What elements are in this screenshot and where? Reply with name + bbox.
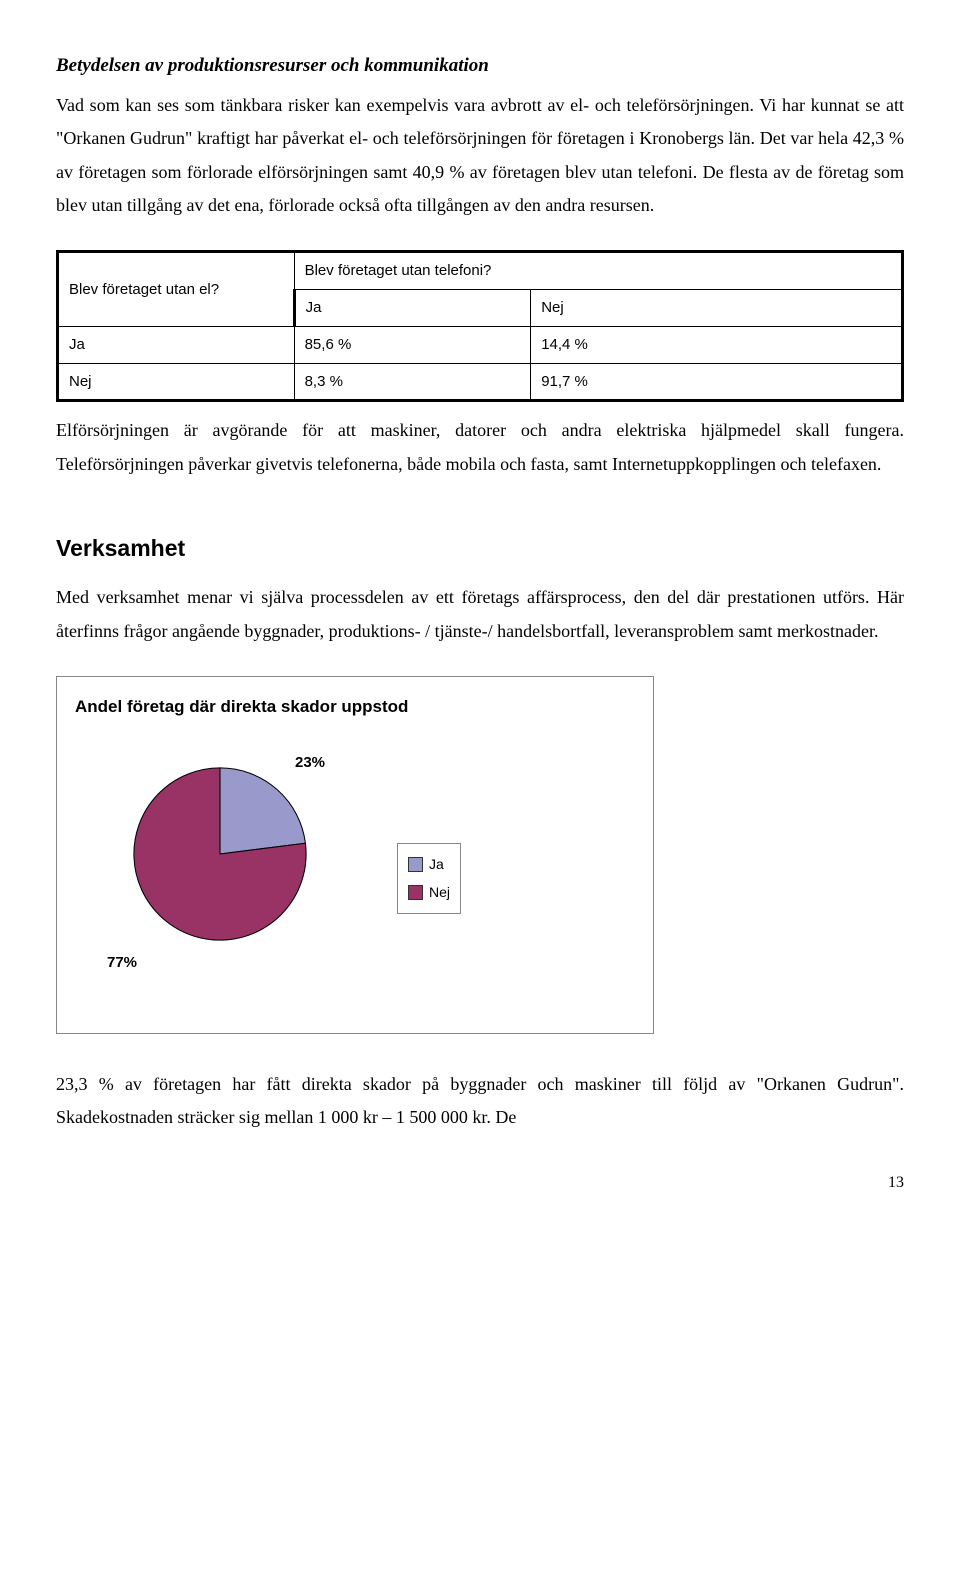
- page-number: 13: [56, 1168, 904, 1198]
- pie-svg: [115, 749, 325, 959]
- legend-label: Nej: [429, 880, 450, 906]
- paragraph-damage-cost: 23,3 % av företagen har fått direkta ska…: [56, 1068, 904, 1135]
- table-cell: 8,3 %: [294, 363, 531, 401]
- legend-label: Ja: [429, 852, 444, 878]
- table-cell: 91,7 %: [531, 363, 903, 401]
- chart-legend: Ja Nej: [397, 843, 461, 915]
- chart-title: Andel företag där direkta skador uppstod: [75, 691, 635, 722]
- paragraph-verksamhet: Med verksamhet menar vi själva processde…: [56, 581, 904, 648]
- legend-swatch-icon: [408, 857, 423, 872]
- cross-table-el-telefoni: Blev företaget utan el? Blev företaget u…: [56, 250, 904, 402]
- table-cell: 14,4 %: [531, 326, 903, 363]
- table-col-header: Ja: [294, 290, 531, 327]
- pie-chart: 23% 77%: [115, 749, 375, 1009]
- pie-chart-damage: Andel företag där direkta skador uppstod…: [56, 676, 654, 1033]
- section-title-production: Betydelsen av produktionsresurser och ko…: [56, 48, 904, 83]
- legend-item-ja: Ja: [408, 852, 450, 878]
- table-col-header: Nej: [531, 290, 903, 327]
- table-row-label: Nej: [58, 363, 295, 401]
- table-cell: 85,6 %: [294, 326, 531, 363]
- section-title-verksamhet: Verksamhet: [56, 527, 904, 570]
- paragraph-intro: Vad som kan ses som tänkbara risker kan …: [56, 89, 904, 222]
- table-row-question: Blev företaget utan el?: [58, 252, 295, 327]
- legend-swatch-icon: [408, 885, 423, 900]
- slice-label-nej: 77%: [107, 949, 137, 977]
- table-col-question: Blev företaget utan telefoni?: [294, 252, 902, 290]
- table-row-label: Ja: [58, 326, 295, 363]
- legend-item-nej: Nej: [408, 880, 450, 906]
- paragraph-after-table: Elförsörjningen är avgörande för att mas…: [56, 414, 904, 481]
- slice-label-ja: 23%: [295, 749, 325, 777]
